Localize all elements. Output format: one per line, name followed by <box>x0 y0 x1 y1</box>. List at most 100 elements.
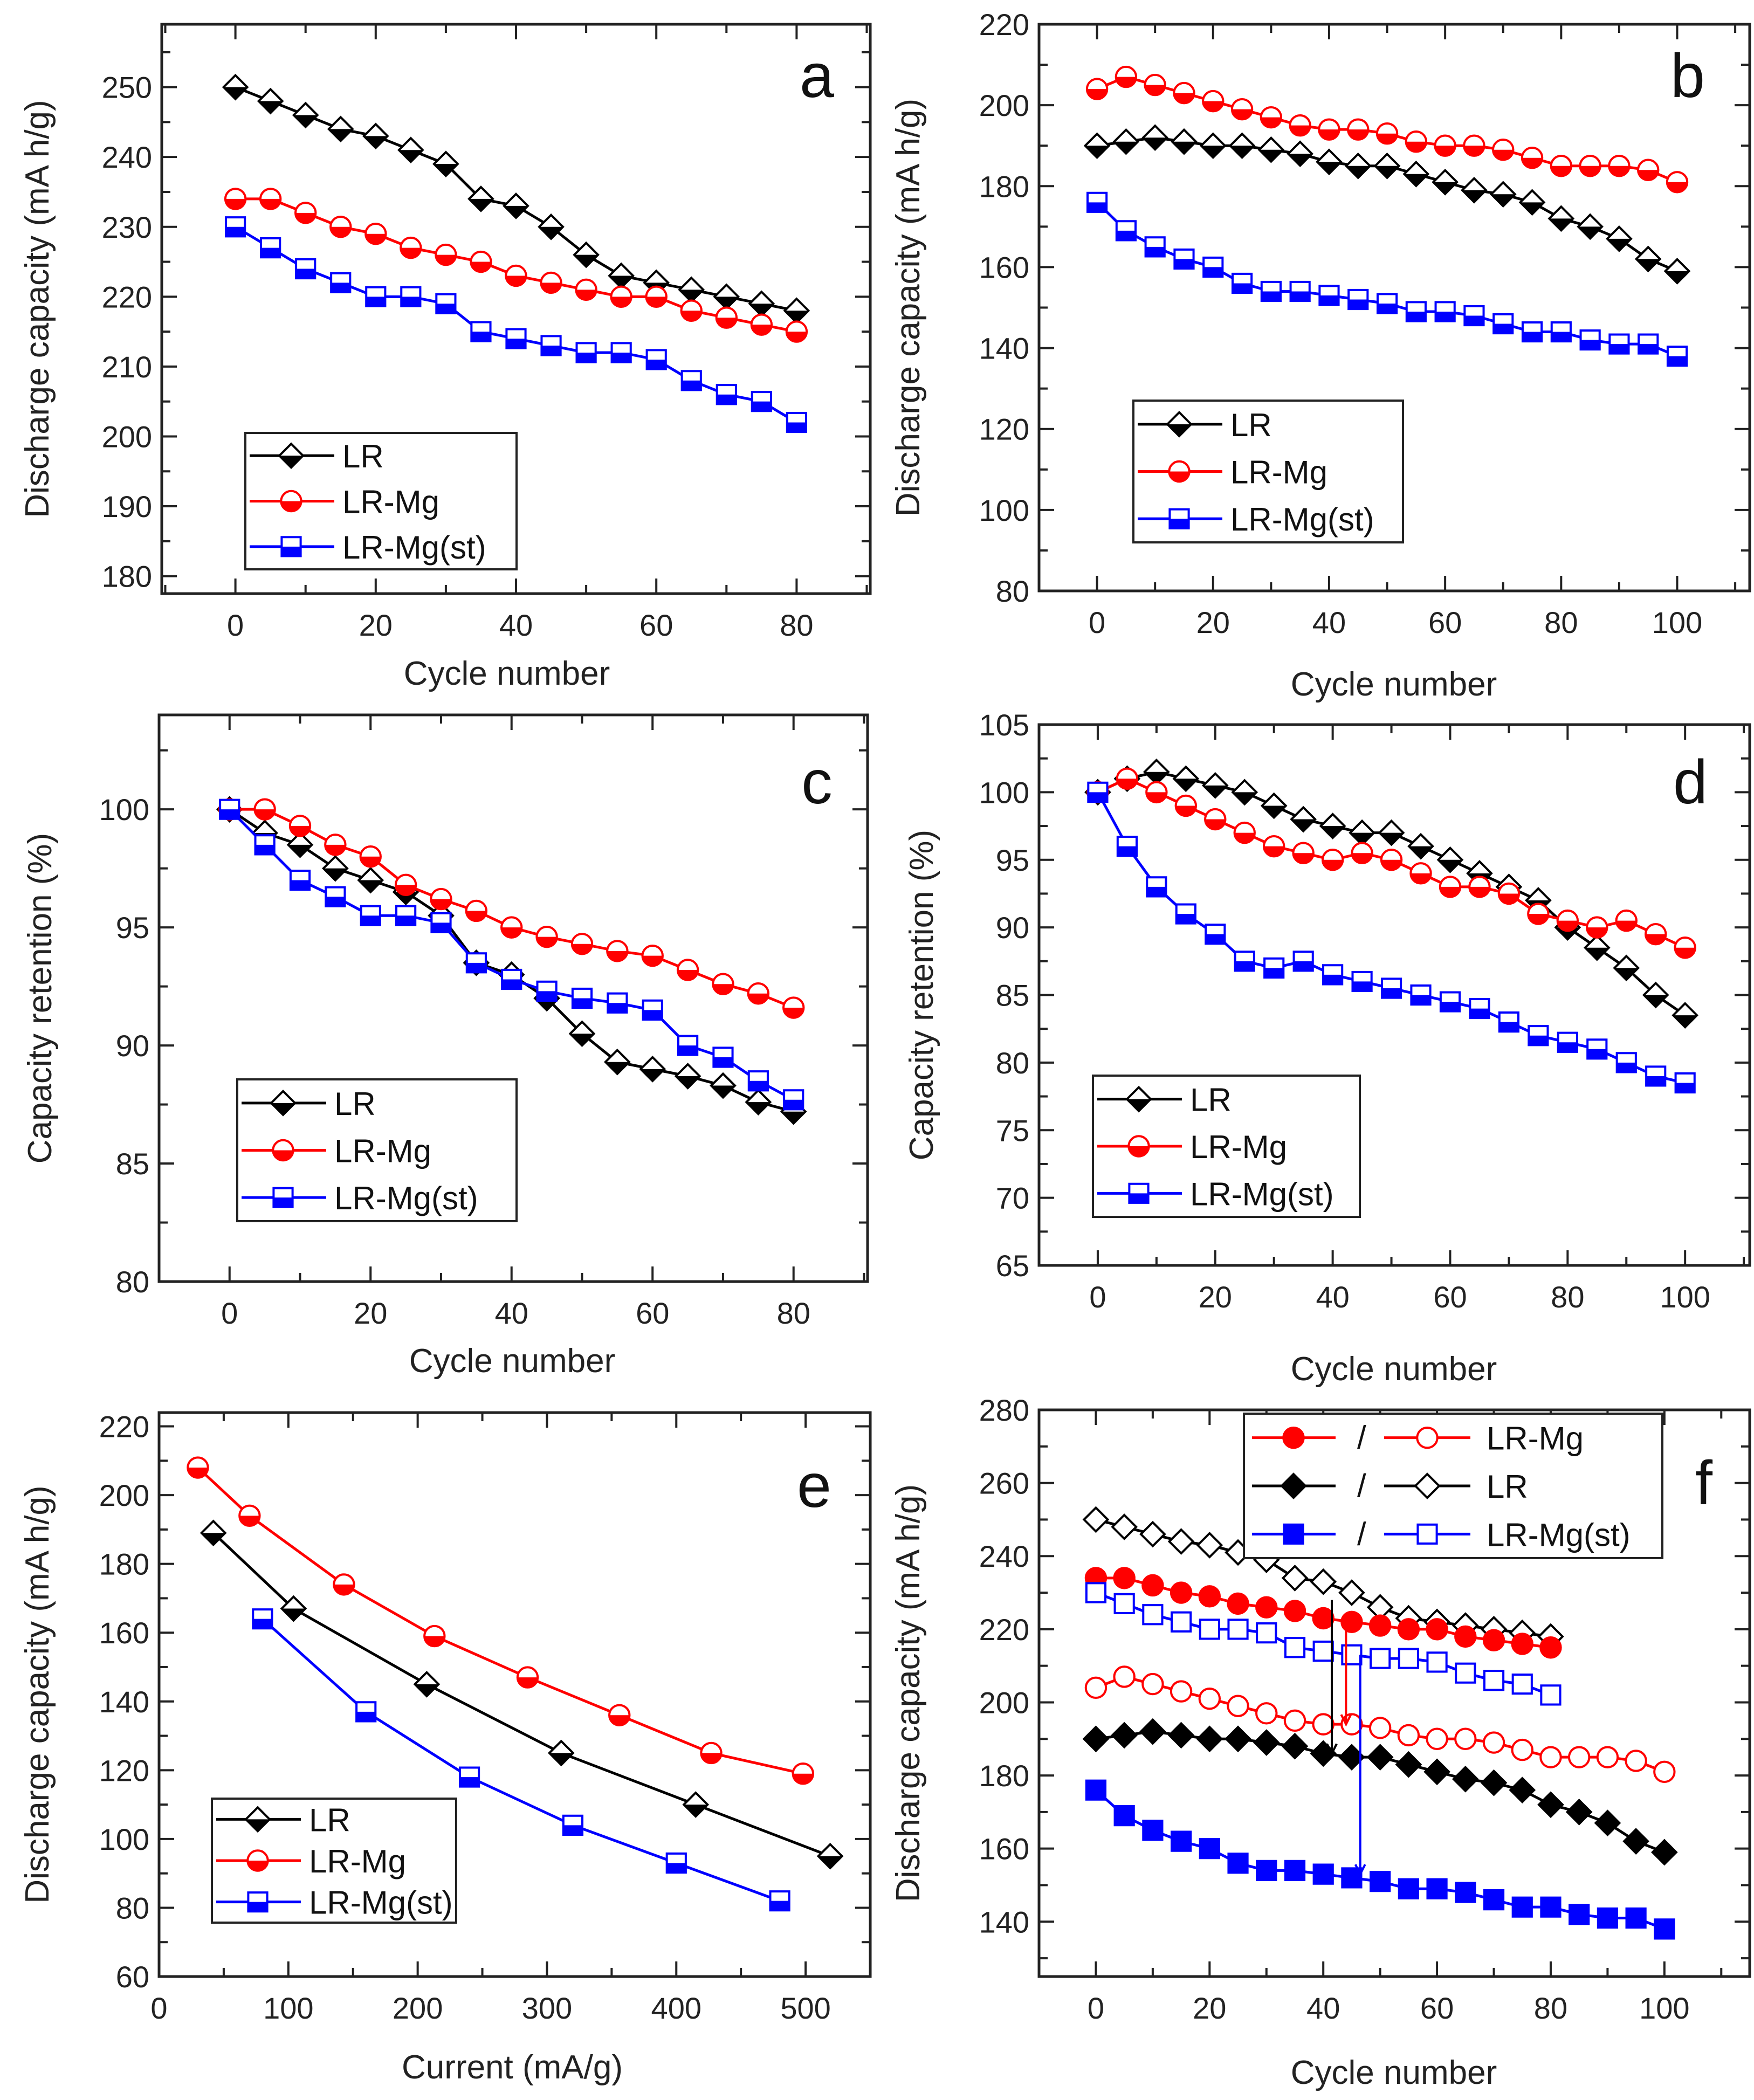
data-point <box>1455 1662 1476 1684</box>
marker-outline <box>1340 1713 1363 1736</box>
data-point <box>222 73 249 101</box>
chart-panel-a: 0 20 40 60 80 180 190 200 210 220 230 240 250 Cycle n… <box>19 23 872 692</box>
y-tick-label: 100 <box>979 775 1029 809</box>
marker-fill <box>576 352 596 362</box>
x-tick-label: 0 <box>227 608 244 642</box>
x-tick-label: 40 <box>1306 1991 1340 2025</box>
annotation-arrowhead <box>1340 1714 1352 1727</box>
data-point <box>257 87 284 115</box>
data-point <box>677 1035 699 1056</box>
data-point <box>1518 189 1546 216</box>
marker-fill <box>1607 238 1631 251</box>
data-point <box>1615 1052 1637 1073</box>
data-point <box>1613 954 1640 982</box>
data-point <box>608 1704 631 1726</box>
data-point <box>665 1852 687 1874</box>
marker-fill <box>1491 194 1515 206</box>
data-point <box>1204 808 1227 831</box>
marker-fill <box>1174 259 1194 269</box>
data-point <box>1398 1648 1419 1669</box>
marker-fill <box>1379 832 1404 845</box>
data-point <box>1426 1727 1448 1750</box>
marker-outline <box>1482 1731 1505 1754</box>
marker-outline <box>1281 1565 1309 1592</box>
marker-outline <box>1167 1528 1195 1555</box>
marker-outline <box>1310 1568 1337 1595</box>
marker-fill <box>713 1057 733 1067</box>
data-point <box>1586 916 1608 939</box>
marker-outline <box>1395 1751 1422 1778</box>
marker-fill <box>537 991 556 1001</box>
data-point <box>1175 903 1196 925</box>
marker-fill <box>1665 271 1689 283</box>
series-lr-mg <box>218 798 805 1019</box>
y-tick-label: 65 <box>996 1249 1029 1283</box>
data-point <box>1256 1622 1277 1644</box>
legend-label: LR-Mg <box>309 1843 406 1879</box>
legend-label: LR <box>309 1802 350 1838</box>
plot-frame <box>157 1411 872 1978</box>
y-axis-title: Discharge capacity (mA h/g) <box>19 100 56 518</box>
marker-fill <box>396 915 416 925</box>
marker-fill <box>1440 886 1461 897</box>
marker-fill <box>1146 792 1167 803</box>
data-point <box>1111 1722 1138 1749</box>
data-point <box>1083 132 1111 160</box>
series-lr-mg <box>187 1456 814 1785</box>
marker-fill <box>201 1533 225 1545</box>
data-point <box>1227 1853 1249 1874</box>
marker-fill <box>326 897 345 906</box>
marker-fill <box>261 247 280 258</box>
marker-outline <box>1139 1520 1166 1548</box>
panel-label: c <box>801 748 833 817</box>
marker-fill <box>273 1197 293 1207</box>
y-tick-label: 90 <box>116 1029 149 1063</box>
marker-fill <box>1464 315 1484 326</box>
marker-outline <box>1509 1777 1536 1804</box>
marker-fill <box>1203 785 1227 797</box>
marker-outline <box>1085 1779 1107 1801</box>
marker-fill <box>246 1819 270 1832</box>
data-point <box>1672 1002 1699 1029</box>
marker-fill <box>1470 1008 1489 1018</box>
marker-fill <box>746 1102 771 1114</box>
data-point <box>682 1791 710 1818</box>
y-tick-label: 100 <box>979 493 1029 527</box>
marker-fill <box>549 1753 573 1765</box>
marker-fill <box>239 1516 260 1526</box>
series-lr-mg-st- <box>1087 781 1696 1094</box>
legend-marker-open <box>1416 1523 1438 1545</box>
y-tick-label: 120 <box>979 412 1029 446</box>
data-point <box>568 1020 596 1048</box>
marker-fill <box>279 456 303 468</box>
marker-outline <box>1167 1722 1195 1749</box>
marker-fill <box>1319 129 1339 140</box>
data-point <box>1141 1672 1164 1696</box>
marker-fill <box>1551 332 1571 342</box>
data-point <box>1292 842 1315 864</box>
x-tick-label: 200 <box>393 1991 443 2025</box>
legend-marker <box>1127 1135 1150 1158</box>
marker-fill <box>1352 981 1372 992</box>
marker-outline <box>1414 1472 1441 1499</box>
marker-fill <box>1264 968 1284 977</box>
legend: LR LR-Mg LR-Mg(st) <box>1132 400 1404 543</box>
marker-outline <box>1281 1732 1309 1760</box>
data-point <box>783 1089 804 1111</box>
legend-marker <box>1168 460 1191 483</box>
data-point <box>259 188 282 210</box>
x-axis-title: Current (mA/g) <box>402 2049 623 2086</box>
marker-outline <box>1480 1769 1508 1796</box>
series-lr-mg-st- <box>225 216 807 433</box>
marker-fill <box>295 212 316 223</box>
legend-marker <box>1166 411 1193 438</box>
marker-fill <box>787 422 806 432</box>
data-point <box>1579 155 1601 177</box>
legend-label: LR-Mg <box>1487 1421 1584 1457</box>
data-point <box>1263 957 1285 979</box>
data-point <box>1173 248 1195 270</box>
data-point <box>548 1739 575 1767</box>
data-point <box>1322 964 1344 986</box>
marker-fill <box>1520 202 1544 215</box>
data-point <box>1511 1896 1533 1918</box>
